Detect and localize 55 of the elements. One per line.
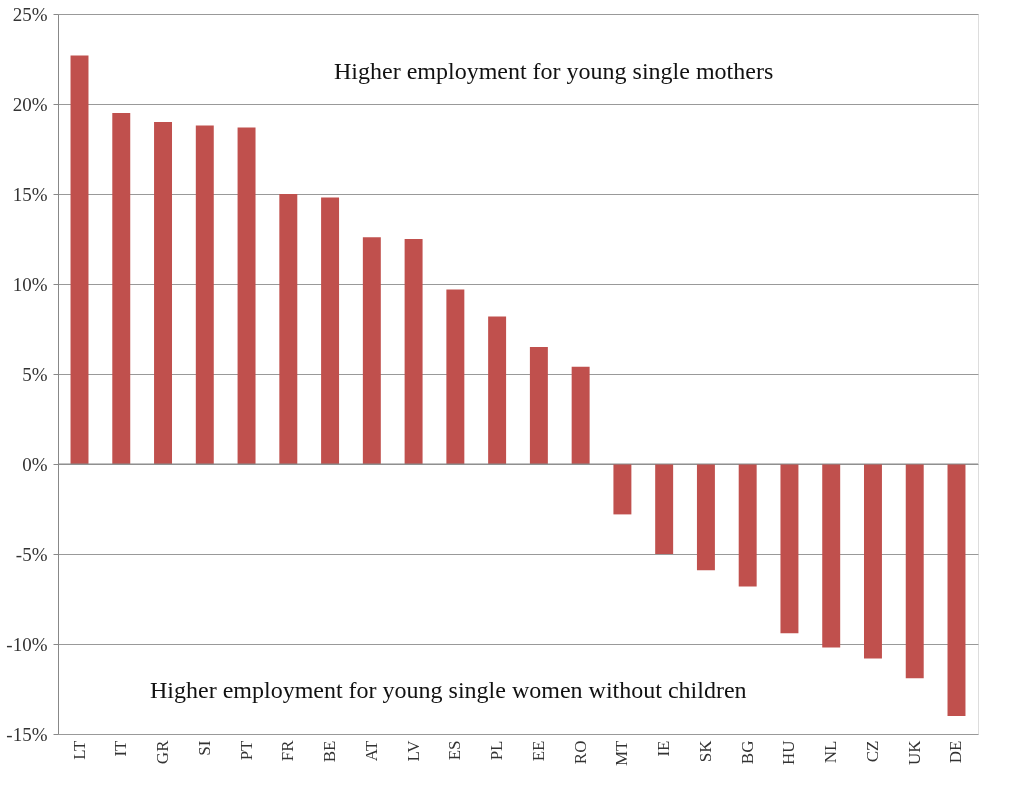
x-tick-label: MT (612, 739, 632, 766)
x-tick-label: CZ (862, 740, 882, 763)
x-tick-label: SI (194, 740, 214, 756)
bar (696, 464, 715, 571)
x-tick-label: IT (111, 739, 131, 757)
x-tick-label: BE (320, 740, 340, 763)
bar (195, 125, 214, 464)
bar (571, 366, 590, 464)
bar (404, 239, 423, 464)
x-tick-label: GR (153, 739, 173, 765)
y-tick-label: 0% (22, 453, 48, 475)
bar (905, 464, 924, 679)
bar (446, 289, 465, 464)
bar (70, 55, 89, 464)
y-tick-label: 15% (12, 183, 48, 205)
bar (362, 237, 381, 464)
bar (738, 464, 757, 587)
bar (780, 464, 799, 634)
x-tick-label: UK (904, 739, 924, 766)
y-tick-label: 20% (12, 93, 48, 115)
x-tick-label: ES (445, 740, 465, 761)
x-tick-label: PL (487, 740, 507, 761)
bar (154, 122, 173, 464)
bar (237, 127, 256, 464)
y-tick-label: 25% (12, 3, 48, 25)
x-tick-label: HU (779, 740, 799, 766)
bar (279, 194, 298, 464)
x-tick-label: NL (821, 740, 841, 764)
x-tick-label: DE (946, 740, 966, 764)
x-tick-label: AT (361, 739, 381, 762)
bar (863, 464, 882, 659)
bar (321, 197, 340, 464)
bar (613, 464, 632, 515)
y-tick-label: 10% (12, 273, 48, 295)
x-tick-label: LV (403, 739, 423, 762)
x-tick-label: BG (737, 740, 757, 765)
y-tick-label: -5% (15, 543, 48, 565)
bar (822, 464, 841, 648)
annotation: Higher employment for young single women without children (150, 676, 747, 703)
annotation: Higher employment for young single mothers (334, 57, 774, 84)
y-tick-label: 5% (22, 363, 48, 385)
x-tick-label: FR (278, 739, 298, 762)
x-tick-label: IE (654, 740, 674, 757)
bar (529, 347, 548, 464)
x-tick-label: LT (69, 739, 89, 760)
x-tick-label: EE (528, 740, 548, 762)
bar (947, 464, 966, 716)
x-tick-label: SK (695, 739, 715, 763)
bar (488, 316, 507, 464)
y-tick-label: -15% (6, 723, 48, 745)
x-tick-label: RO (570, 740, 590, 765)
y-tick-label: -10% (6, 633, 48, 655)
x-tick-label: PT (236, 739, 256, 761)
bar (655, 464, 674, 554)
bar (112, 113, 131, 464)
